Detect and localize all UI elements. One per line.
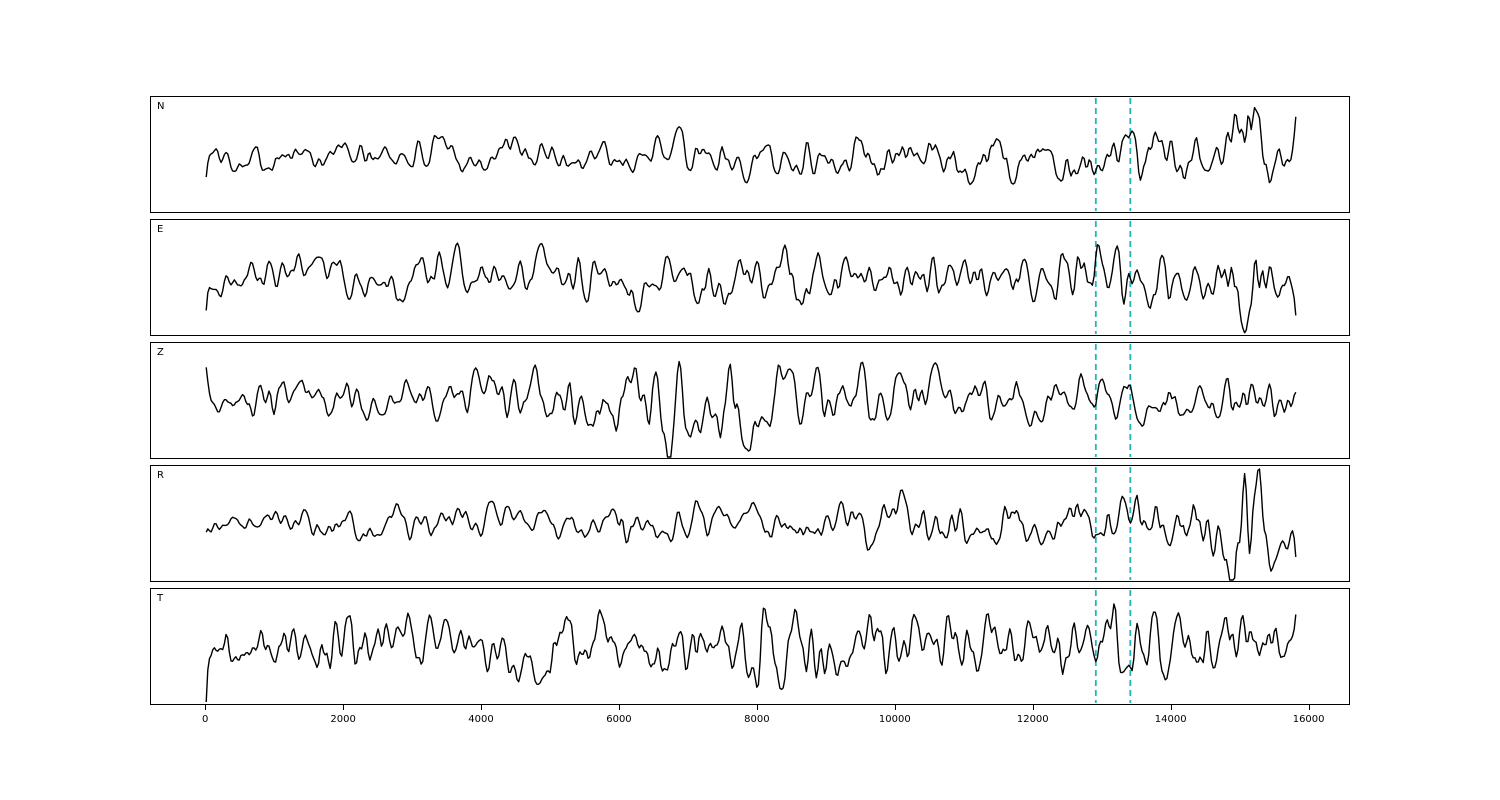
x-tick-mark (1308, 705, 1310, 710)
trace-E (205, 242, 1297, 334)
x-tick-label: 4000 (468, 714, 494, 725)
panel-canvas-E (205, 221, 1297, 334)
panel-label-N: N (157, 101, 165, 112)
panel-label-Z: Z (157, 347, 164, 358)
trace-R (205, 468, 1297, 581)
trace-T (205, 603, 1297, 703)
x-tick-label: 14000 (1154, 714, 1187, 725)
x-tick-mark (343, 705, 345, 710)
panel-canvas-R (205, 467, 1297, 581)
trace-N (205, 106, 1297, 186)
x-tick-mark (1032, 705, 1034, 710)
panel-label-T: T (157, 593, 164, 604)
x-tick-label: 2000 (330, 714, 356, 725)
panel-R: R (150, 465, 1350, 582)
x-tick-label: 16000 (1292, 714, 1325, 725)
x-tick-label: 10000 (878, 714, 911, 725)
panel-Z: Z (150, 342, 1350, 459)
x-tick-label: 6000 (606, 714, 632, 725)
x-tick-mark (481, 705, 483, 710)
panel-E: E (150, 219, 1350, 336)
panel-T: T (150, 588, 1350, 705)
panel-N: N (150, 96, 1350, 213)
panel-canvas-Z (205, 344, 1297, 458)
trace-Z (205, 360, 1297, 458)
x-tick-mark (756, 705, 758, 710)
panel-label-R: R (157, 470, 164, 481)
x-tick-mark (894, 705, 896, 710)
x-tick-label: 8000 (744, 714, 770, 725)
panel-canvas-T (205, 590, 1297, 703)
x-tick-mark (1170, 705, 1172, 710)
panel-label-E: E (157, 224, 164, 235)
x-tick-label: 12000 (1016, 714, 1049, 725)
panel-canvas-N (205, 98, 1297, 211)
x-tick-label: 0 (201, 714, 209, 725)
x-tick-mark (205, 705, 207, 710)
x-tick-mark (618, 705, 620, 710)
